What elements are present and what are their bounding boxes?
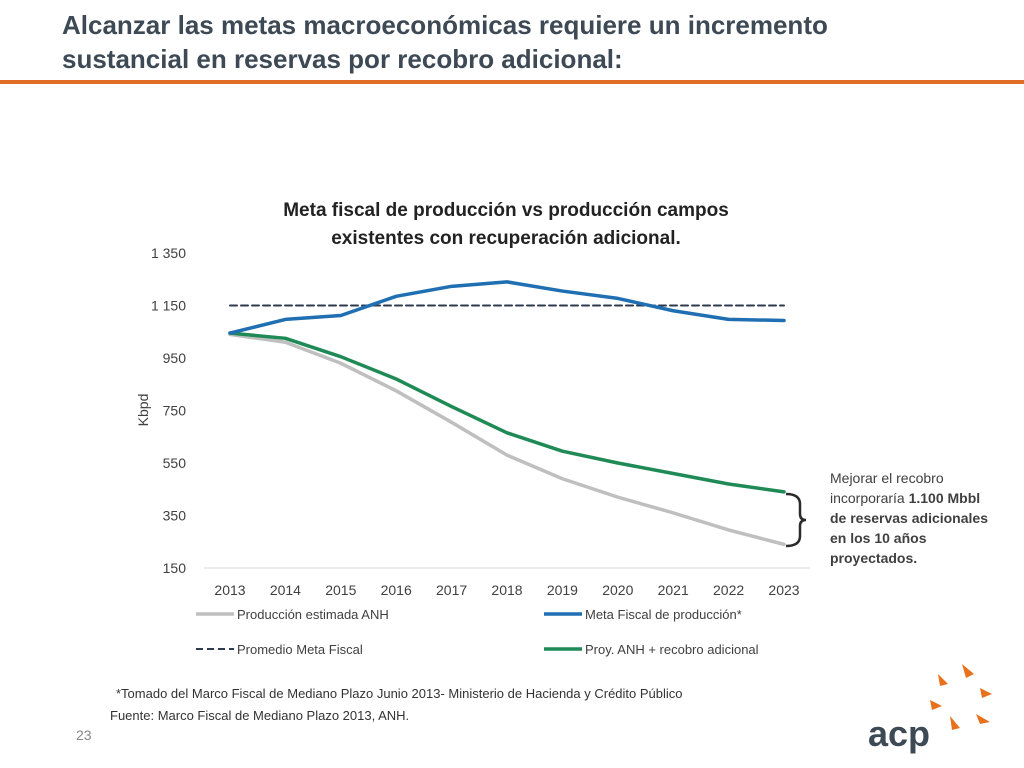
- y-tick-label-350: 350: [163, 508, 187, 524]
- logo-star-mark: [930, 664, 992, 730]
- acp-logo: acp: [868, 664, 992, 754]
- annotation-line-5: proyectados.: [830, 550, 918, 566]
- series-line-0: [228, 332, 786, 547]
- x-tick-label-2021: 2021: [658, 582, 689, 598]
- chart-title-line-2: existentes con recuperación adicional.: [331, 228, 681, 249]
- annotation-highlight: 1.100 Mbbl: [908, 490, 981, 506]
- series-line-1: [228, 280, 786, 335]
- annotation-line-2: incorporaría: [830, 490, 909, 506]
- legend-label-2: Promedio Meta Fiscal: [237, 642, 363, 657]
- source-note: Fuente: Marco Fiscal de Mediano Plazo 20…: [110, 708, 410, 723]
- annotation-brace: [785, 492, 807, 548]
- recovery-annotation: Mejorar el recobro incorporaría 1.100 Mb…: [830, 468, 1010, 568]
- y-axis-label: Kbpd: [135, 394, 151, 427]
- annotation-line-3: de reservas adicionales: [830, 510, 988, 526]
- legend: Producción estimada ANH Meta Fiscal de pr…: [196, 607, 759, 657]
- x-tick-label-2014: 2014: [270, 582, 301, 598]
- footnote: *Tomado del Marco Fiscal de Mediano Plaz…: [116, 686, 683, 701]
- x-tick-label-2023: 2023: [768, 582, 799, 598]
- annotation-line-4: en los 10 años: [830, 530, 927, 546]
- x-tick-label-2019: 2019: [547, 582, 578, 598]
- x-tick-label-2013: 2013: [214, 582, 245, 598]
- x-tick-label-2020: 2020: [602, 582, 633, 598]
- legend-label-1: Meta Fiscal de producción*: [585, 607, 742, 622]
- slide-title: Alcanzar las metas macroeconómicas requi…: [62, 8, 1002, 76]
- legend-label-0: Producción estimada ANH: [237, 607, 389, 622]
- y-tick-label-950: 950: [163, 350, 187, 366]
- x-tick-label-2018: 2018: [491, 582, 522, 598]
- slide-title-line-2: sustancial en reservas por recobro adici…: [62, 44, 623, 74]
- series-lines: [228, 280, 786, 547]
- y-tick-label-1350: 1 350: [151, 245, 186, 261]
- legend-label-3: Proy. ANH + recobro adicional: [585, 642, 759, 657]
- x-tick-label-2022: 2022: [713, 582, 744, 598]
- chart-title-line-1: Meta fiscal de producción vs producción …: [283, 200, 729, 221]
- y-tick-label-750: 750: [163, 403, 187, 419]
- x-tick-label-2017: 2017: [436, 582, 467, 598]
- y-tick-label-150: 150: [163, 560, 187, 576]
- y-tick-labels: 150 350 550 750 950 1 150 1 350: [151, 245, 186, 576]
- title-divider: [0, 80, 1024, 84]
- annotation-line-1: Mejorar el recobro: [830, 470, 944, 486]
- page-number: 23: [76, 727, 92, 743]
- x-tick-label-2015: 2015: [325, 582, 356, 598]
- y-tick-label-550: 550: [163, 455, 187, 471]
- x-tick-labels: 2013 2014 2015 2016 2017 2018 2019 2020 2021 2022…: [214, 582, 799, 598]
- series-line-3: [228, 331, 786, 494]
- logo-text: acp: [868, 713, 930, 754]
- slide-title-line-1: Alcanzar las metas macroeconómicas requi…: [62, 10, 828, 40]
- x-tick-label-2016: 2016: [381, 582, 412, 598]
- y-tick-label-1150: 1 150: [151, 298, 186, 314]
